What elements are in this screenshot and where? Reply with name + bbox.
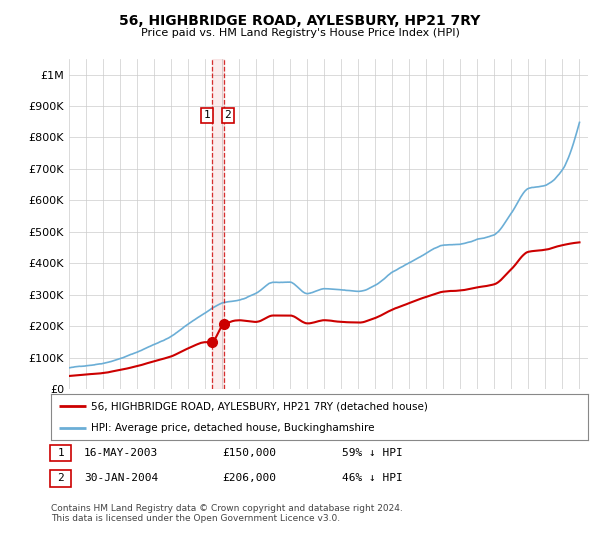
Text: 56, HIGHBRIDGE ROAD, AYLESBURY, HP21 7RY: 56, HIGHBRIDGE ROAD, AYLESBURY, HP21 7RY xyxy=(119,14,481,28)
Text: 16-MAY-2003: 16-MAY-2003 xyxy=(84,448,158,458)
Text: 2: 2 xyxy=(224,110,231,120)
Text: Price paid vs. HM Land Registry's House Price Index (HPI): Price paid vs. HM Land Registry's House … xyxy=(140,28,460,38)
Text: HPI: Average price, detached house, Buckinghamshire: HPI: Average price, detached house, Buck… xyxy=(91,423,375,433)
Text: 56, HIGHBRIDGE ROAD, AYLESBURY, HP21 7RY (detached house): 56, HIGHBRIDGE ROAD, AYLESBURY, HP21 7RY… xyxy=(91,401,428,411)
Text: Contains HM Land Registry data © Crown copyright and database right 2024.
This d: Contains HM Land Registry data © Crown c… xyxy=(51,504,403,524)
Bar xyxy=(212,59,224,389)
Text: 30-JAN-2004: 30-JAN-2004 xyxy=(84,473,158,483)
Text: 59% ↓ HPI: 59% ↓ HPI xyxy=(342,448,403,458)
Text: £206,000: £206,000 xyxy=(222,473,276,483)
Text: £150,000: £150,000 xyxy=(222,448,276,458)
Text: 1: 1 xyxy=(204,110,211,120)
Text: 46% ↓ HPI: 46% ↓ HPI xyxy=(342,473,403,483)
Text: 2: 2 xyxy=(57,473,64,483)
Text: 1: 1 xyxy=(57,448,64,458)
